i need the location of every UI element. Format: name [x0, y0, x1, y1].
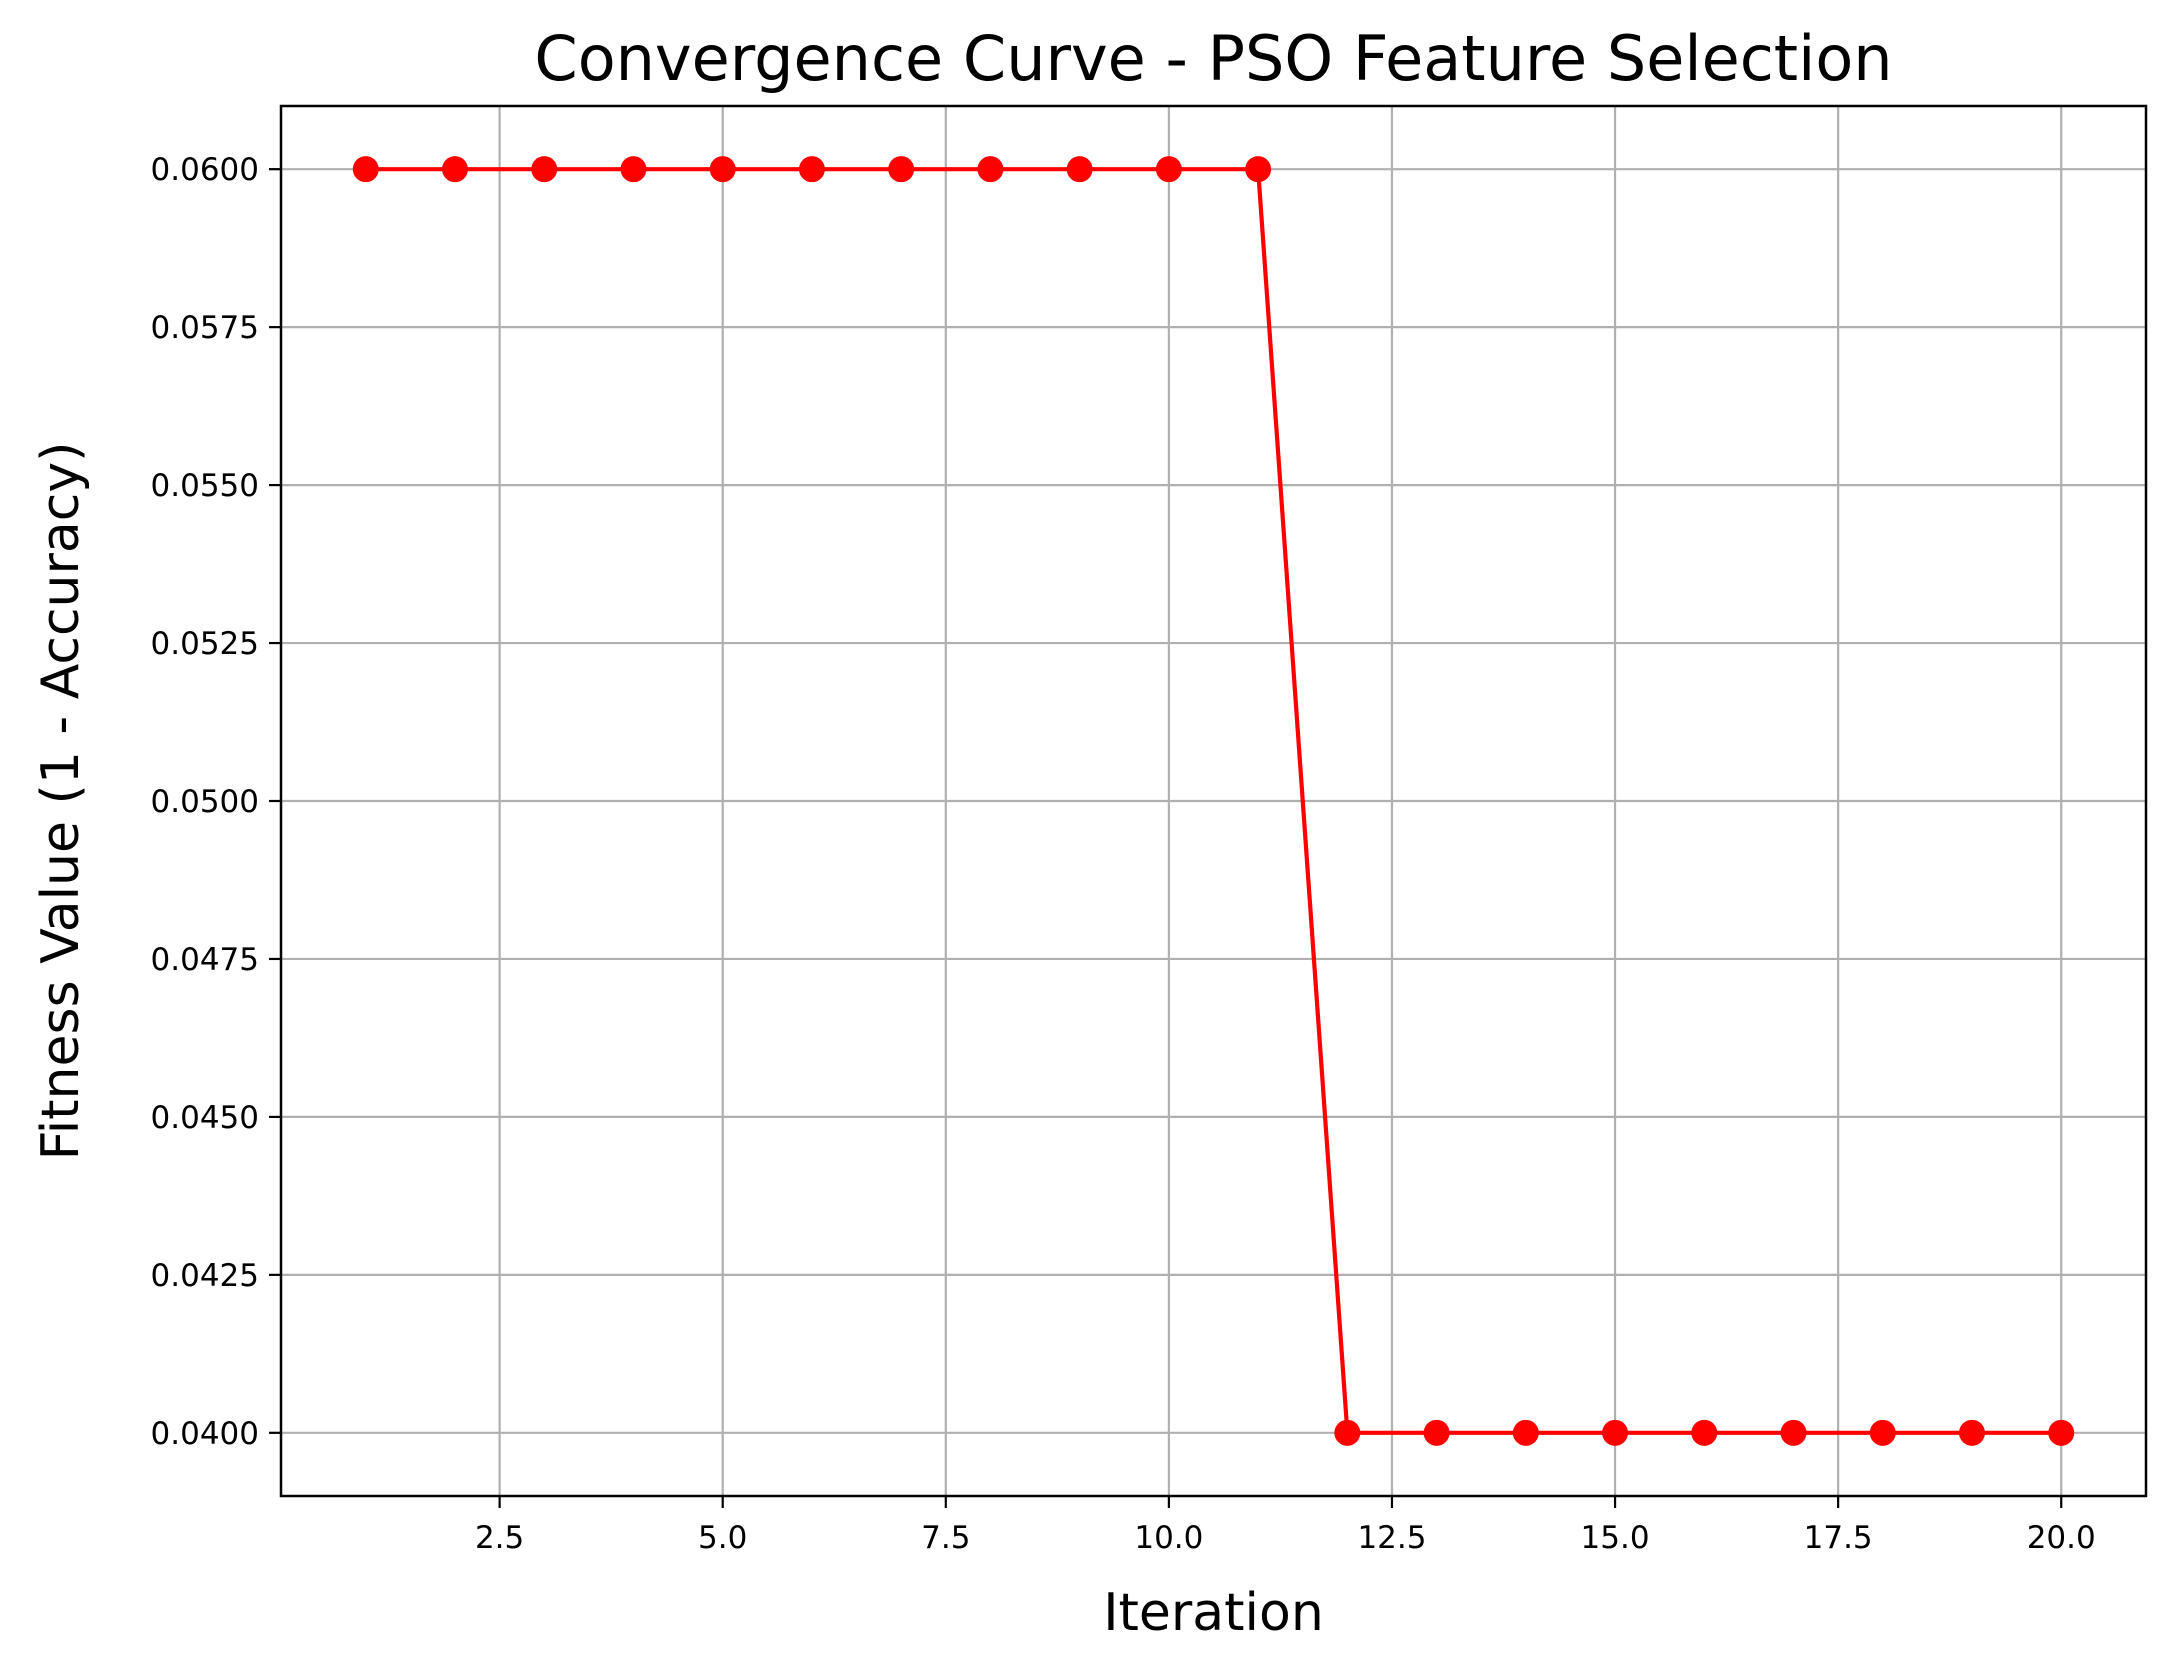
x-tick-label: 2.5 — [475, 1520, 524, 1556]
x-tick-label: 10.0 — [1134, 1520, 1203, 1556]
y-tick-label: 0.0575 — [151, 310, 259, 346]
x-tick-label: 5.0 — [698, 1520, 747, 1556]
data-point — [1691, 1419, 1718, 1446]
x-tick-label: 7.5 — [921, 1520, 970, 1556]
data-point — [620, 156, 647, 183]
x-tick-label: 15.0 — [1581, 1520, 1650, 1556]
x-tick-label: 17.5 — [1804, 1520, 1873, 1556]
x-tick-label: 12.5 — [1357, 1520, 1426, 1556]
data-point — [798, 156, 825, 183]
y-tick-label: 0.0525 — [151, 626, 259, 662]
data-point — [442, 156, 469, 183]
series-line — [365, 167, 2062, 1435]
data-point — [888, 156, 915, 183]
data-point — [977, 156, 1004, 183]
data-point — [1958, 1419, 1985, 1446]
data-point — [1780, 1419, 1807, 1446]
y-tick-label: 0.0600 — [151, 152, 259, 188]
data-point — [1512, 1419, 1539, 1446]
plot-frame — [279, 104, 2148, 1498]
chart-title: Convergence Curve - PSO Feature Selectio… — [534, 22, 1892, 95]
y-axis-title: Fitness Value (1 - Accuracy) — [31, 442, 91, 1161]
data-point — [1602, 1419, 1629, 1446]
data-point — [709, 156, 736, 183]
data-point — [1869, 1419, 1896, 1446]
x-axis-title: Iteration — [1103, 1583, 1324, 1643]
data-point — [1334, 1419, 1361, 1446]
data-point — [2048, 1419, 2075, 1446]
y-tick-label: 0.0550 — [151, 468, 259, 504]
y-tick-label: 0.0400 — [151, 1416, 259, 1452]
data-point — [1155, 156, 1182, 183]
x-tick-label: 20.0 — [2027, 1520, 2096, 1556]
y-tick-label: 0.0500 — [151, 784, 259, 820]
data-point — [531, 156, 558, 183]
series-layer — [352, 156, 2075, 1446]
axis-ticks: 2.5 5.0 7.5 10.0 12.5 15.0 17.5 20.0 0.0400 0.042… — [151, 152, 2096, 1556]
y-tick-label: 0.0475 — [151, 942, 259, 978]
data-point — [1245, 156, 1272, 183]
data-point — [1066, 156, 1093, 183]
data-point — [1423, 1419, 1450, 1446]
data-point — [352, 156, 379, 183]
y-tick-label: 0.0425 — [151, 1258, 259, 1294]
y-tick-label: 0.0450 — [151, 1100, 259, 1136]
